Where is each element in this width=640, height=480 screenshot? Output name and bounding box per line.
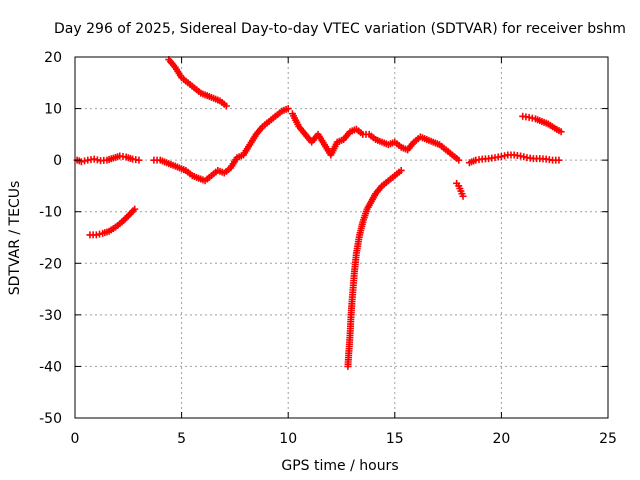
y-tick-label: -30 — [39, 308, 62, 324]
plot-frame — [74, 56, 609, 419]
y-tick-label: 10 — [44, 102, 62, 118]
y-tick-label: 0 — [53, 153, 62, 169]
y-tick-label: -40 — [39, 359, 62, 375]
y-tick-label: -10 — [39, 205, 62, 221]
x-tick-label: 5 — [177, 431, 186, 447]
x-tick-label: 20 — [492, 431, 510, 447]
data-markers — [73, 56, 565, 370]
data-point-upper-arc — [222, 102, 230, 110]
data-point-main-4 — [555, 156, 563, 164]
y-tick-label: -20 — [39, 256, 62, 272]
data-point-main-3 — [455, 156, 463, 164]
y-tick-label: -50 — [39, 411, 62, 427]
y-tick-label: 20 — [44, 50, 62, 66]
data-point-main-2 — [284, 105, 292, 113]
y-axis-label: SDTVAR / TECUs — [7, 181, 23, 296]
x-tick-label: 25 — [599, 431, 617, 447]
x-tick-label: 10 — [279, 431, 297, 447]
axis-ticks: 0 5 10 15 20 25 -50 -40 -30 -20 -10 0 10 20 — [39, 50, 617, 447]
x-tick-label: 15 — [386, 431, 404, 447]
data-point-drop-right — [459, 192, 467, 200]
data-point-lower-left — [131, 205, 139, 213]
chart-title: Day 296 of 2025, Sidereal Day-to-day VTE… — [54, 21, 626, 37]
x-axis-label: GPS time / hours — [281, 458, 398, 474]
x-tick-label: 0 — [71, 431, 80, 447]
data-point-upper-right — [557, 128, 565, 136]
grid — [75, 57, 608, 418]
data-point-main — [135, 156, 143, 164]
data-point-recovery-curve — [397, 166, 405, 174]
